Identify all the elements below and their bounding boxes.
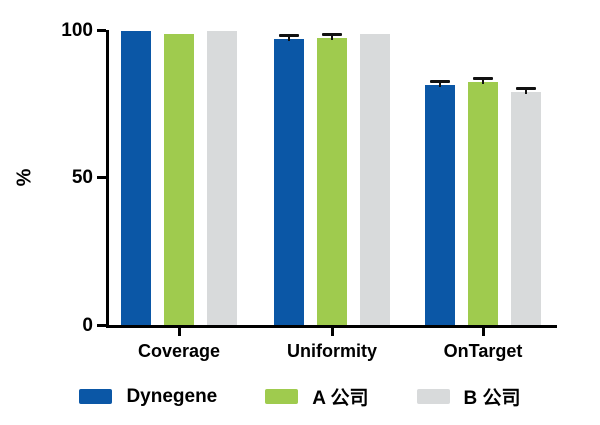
category-label: OnTarget: [443, 341, 523, 361]
legend-label: Dynegene: [126, 385, 218, 407]
y-tick-mark: [97, 323, 106, 327]
legend-label: A 公司: [312, 388, 369, 409]
bar: [164, 33, 194, 325]
legend-swatch: [79, 389, 113, 404]
legend: Dynegene A 公司 B 公司: [0, 383, 600, 410]
y-tick-label: 0: [82, 314, 93, 336]
error-bar-stem: [331, 36, 333, 40]
legend-swatch: [265, 389, 299, 404]
y-tick-label: 100: [61, 19, 93, 41]
y-tick-label: 50: [71, 167, 93, 188]
bar: [121, 30, 151, 325]
bar-group: [274, 30, 390, 325]
bar: [360, 33, 390, 325]
x-tick-mark: [177, 328, 181, 336]
bar: [274, 39, 304, 325]
legend-swatch: [416, 389, 450, 404]
error-bar-stem: [288, 37, 290, 42]
legend-item: A 公司: [265, 383, 369, 410]
error-bar-cap: [279, 34, 299, 38]
x-tick-mark: [330, 328, 334, 336]
category-label: Coverage: [137, 341, 221, 361]
error-bar-stem: [482, 79, 484, 84]
error-bar-stem: [525, 89, 527, 94]
error-bar-cap: [322, 33, 342, 37]
legend-item: B 公司: [416, 383, 521, 410]
error-bar-stem: [439, 82, 441, 87]
bar-group: [121, 30, 237, 325]
y-axis-title: %: [13, 30, 36, 325]
category-label: Uniformity: [287, 341, 377, 361]
y-tick-mark: [97, 176, 106, 179]
y-axis-title-text: %: [13, 168, 36, 187]
error-bar-cap: [516, 86, 536, 90]
legend-item: Dynegene: [79, 386, 217, 408]
plot-area: 0 50 100 Coverage Uniformity OnTarget: [61, 21, 557, 361]
x-tick-mark: [481, 328, 485, 336]
bar: [468, 81, 498, 325]
bar: [317, 37, 347, 325]
bar: [511, 91, 541, 325]
error-bar-cap: [473, 76, 493, 80]
legend-label: B 公司: [463, 388, 521, 409]
bar: [207, 31, 237, 325]
bar: [425, 84, 455, 325]
bar-group: [425, 30, 541, 325]
y-tick-mark: [97, 28, 106, 32]
error-bar-cap: [430, 79, 450, 83]
